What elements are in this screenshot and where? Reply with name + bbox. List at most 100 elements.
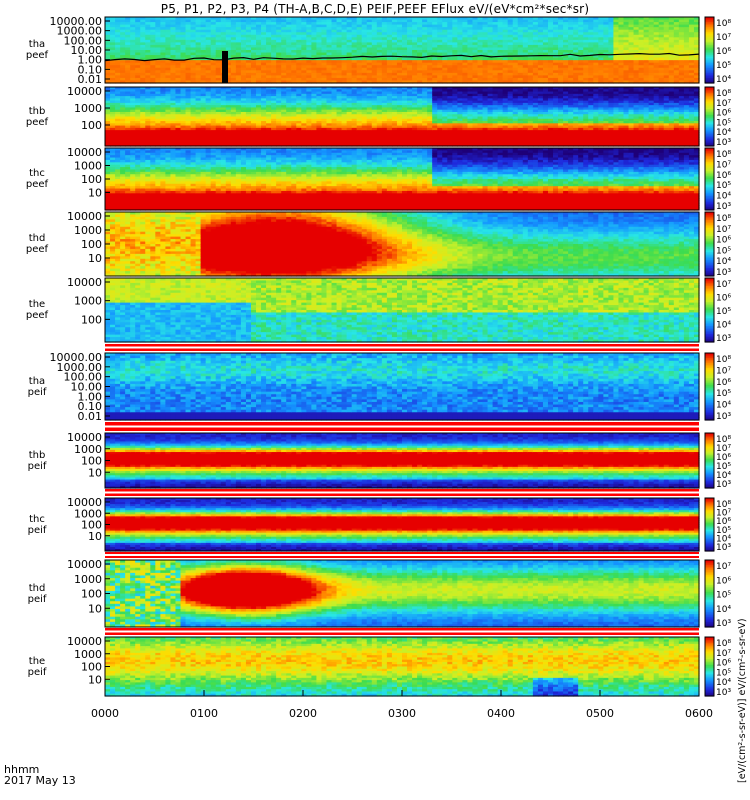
y-tick-label: 1000 <box>74 224 102 237</box>
colorbar-tick: 10⁵ <box>716 181 731 191</box>
gap-bar <box>105 422 699 431</box>
probe-label: thc <box>22 168 52 179</box>
panel-label: the peef <box>22 299 52 321</box>
colorbar-tick: 10⁵ <box>716 118 731 128</box>
colorbar-tick: 10³ <box>716 334 731 344</box>
probe-label: thc <box>22 514 52 525</box>
colorbar-tick: 10⁴ <box>716 321 731 331</box>
y-tick-label: 10 <box>88 187 102 200</box>
colorbar-tick: 10⁸ <box>716 19 731 29</box>
panel-label: thb peif <box>22 450 52 472</box>
x-tick-label: 0500 <box>586 707 614 720</box>
product-label: peef <box>22 244 52 255</box>
product-label: peif <box>22 525 52 536</box>
colorbar-tick: 10⁵ <box>716 61 731 71</box>
x-tick-label: 0400 <box>487 707 515 720</box>
colorbar-tick: 10⁶ <box>716 659 731 669</box>
colorbar-tick: 10⁶ <box>716 378 731 388</box>
panel-label: thd peif <box>22 583 52 605</box>
colorbar-tick: 10⁶ <box>716 236 731 246</box>
panel-label: tha peif <box>22 376 52 398</box>
colorbar-tick: 10⁸ <box>716 150 731 160</box>
product-label: peif <box>22 594 52 605</box>
x-tick-label: 0600 <box>685 707 713 720</box>
y-tick-label: 1000 <box>74 102 102 115</box>
probe-label: thb <box>22 106 52 117</box>
y-tick-label: 10 <box>88 602 102 615</box>
y-tick-label: 1000 <box>74 295 102 308</box>
product-label: peif <box>22 667 52 678</box>
colorbar-tick: 10⁴ <box>716 128 731 138</box>
colorbar-units-label: [eV/(cm²-s-sr-eV)] eV/(cm²-s-sr-eV) <box>735 18 749 788</box>
y-tick-label: 10000 <box>67 558 102 571</box>
probe-label: thd <box>22 583 52 594</box>
colorbar-tick: 10⁷ <box>716 99 731 109</box>
x-tick-label: 0100 <box>190 707 218 720</box>
panel-label: the peif <box>22 656 52 678</box>
product-label: peef <box>22 310 52 321</box>
product-label: peif <box>22 387 52 398</box>
colorbar-tick: 10⁵ <box>716 246 731 256</box>
y-tick-label: 100 <box>81 119 102 132</box>
colorbar-tick: 10³ <box>716 412 731 422</box>
colorbar-tick: 10⁵ <box>716 591 731 601</box>
colorbar-tick: 10⁴ <box>716 678 731 688</box>
product-label: peef <box>22 179 52 190</box>
colorbar-tick: 10⁵ <box>716 668 731 678</box>
y-tick-label: 10000 <box>67 146 102 159</box>
probe-label: thd <box>22 233 52 244</box>
colorbar-tick: 10³ <box>716 480 731 490</box>
colorbar-tick: 10⁷ <box>716 33 731 43</box>
colorbar-tick: 10⁶ <box>716 47 731 57</box>
y-tick-label: 10000 <box>67 85 102 98</box>
gap-bar <box>105 552 699 558</box>
x-tick-label: 0300 <box>388 707 416 720</box>
y-tick-label: 100 <box>81 588 102 601</box>
panel-label: thc peif <box>22 514 52 536</box>
colorbar-tick: 10⁶ <box>716 171 731 181</box>
y-tick-label: 10000 <box>67 635 102 648</box>
gap-bar <box>105 489 699 496</box>
panel-label: thd peef <box>22 233 52 255</box>
colorbar-tick: 10⁴ <box>716 192 731 202</box>
panel-label: thb peef <box>22 106 52 128</box>
y-tick-label: 10 <box>88 466 102 479</box>
colorbar-tick: 10³ <box>716 543 731 553</box>
y-tick-label: 1000 <box>74 648 102 661</box>
product-label: peef <box>22 117 52 128</box>
colorbar-tick: 10⁷ <box>716 649 731 659</box>
y-tick-label: 1000 <box>74 160 102 173</box>
gap-bar <box>105 628 699 635</box>
panel-label: tha peef <box>22 39 52 61</box>
y-tick-label: 1000 <box>74 573 102 586</box>
colorbar-tick: 10³ <box>716 268 731 278</box>
y-tick-label: 100 <box>81 313 102 326</box>
colorbar-tick: 10⁴ <box>716 401 731 411</box>
panel-thb-peef: 10000 1000 100 <box>67 85 700 147</box>
y-tick-label: 100 <box>81 238 102 251</box>
probe-label: tha <box>22 376 52 387</box>
colorbar-tick: 10³ <box>716 202 731 212</box>
colorbar-tick: 10³ <box>716 619 731 629</box>
data-gap <box>222 51 228 83</box>
colorbar-tick: 10⁸ <box>716 214 731 224</box>
colorbar-tick: 10⁷ <box>716 280 731 290</box>
colorbar-tick: 10⁶ <box>716 294 731 304</box>
colorbar-tick: 10⁷ <box>716 366 731 376</box>
colorbar-tick: 10⁷ <box>716 562 731 572</box>
